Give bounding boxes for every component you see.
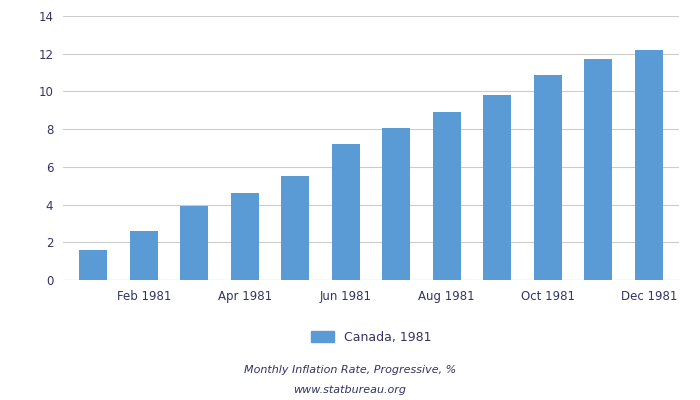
Bar [534,75,561,280]
Text: Monthly Inflation Rate, Progressive, %: Monthly Inflation Rate, Progressive, % [244,365,456,375]
Bar [231,193,259,280]
Bar [382,128,410,280]
Bar [181,206,208,280]
Bar [79,250,107,280]
Text: www.statbureau.org: www.statbureau.org [293,385,407,395]
Bar [483,95,511,280]
Bar [130,230,158,280]
Bar [281,176,309,280]
Bar [635,50,663,280]
Bar [332,144,360,280]
Bar [584,59,612,280]
Bar [433,112,461,280]
Legend: Canada, 1981: Canada, 1981 [306,326,436,349]
